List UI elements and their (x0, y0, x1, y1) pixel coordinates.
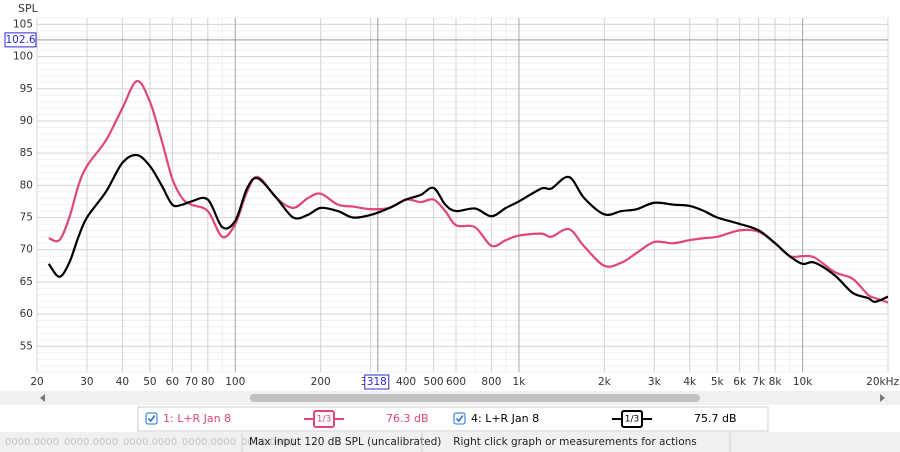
cursor-x-label: 318 (367, 376, 387, 388)
x-tick-label: 60 (166, 376, 179, 388)
status-placeholder: 0000.0000 (5, 437, 59, 448)
y-axis-label: SPL (18, 2, 39, 15)
status-placeholder: 0000.0000 (123, 437, 177, 448)
x-tick-label: 20 (30, 376, 43, 388)
cursor-y-box (4, 32, 37, 48)
status-max-input: Max input 120 dB SPL (uncalibrated) (249, 436, 441, 448)
x-tick-label: 6k (733, 376, 747, 388)
scroll-right[interactable] (880, 394, 885, 402)
checkbox[interactable] (145, 412, 158, 425)
legend-level: 75.7 dB (694, 412, 737, 425)
status-placeholder: 0000.0000 (241, 437, 295, 448)
x-tick-label: 8k (769, 376, 783, 388)
y-tick-label: 70 (20, 244, 33, 256)
status-hint: Right click graph or measurements for ac… (453, 436, 697, 448)
x-tick-label: 1k (513, 376, 527, 388)
x-tick-label: 80 (201, 376, 214, 388)
x-tick-label: 30 (80, 376, 93, 388)
x-tick-label: 100 (225, 376, 245, 388)
x-tick-label: 5k (711, 376, 725, 388)
smoothing-label: 1/3 (317, 415, 331, 425)
status-placeholder: 0000.0000 (182, 437, 236, 448)
y-tick-label: 105 (13, 18, 33, 30)
series-line (47, 153, 889, 303)
legend-level: 76.3 dB (386, 412, 429, 425)
x-tick-label: 800 (481, 376, 501, 388)
x-tick-label: 400 (396, 376, 416, 388)
status-placeholder: 0000.0000 (64, 437, 118, 448)
legend-name: 1: L+R Jan 8 (163, 412, 231, 425)
x-tick-label: 10k (793, 376, 813, 388)
legend-panel (137, 406, 769, 432)
legend-name: 4: L+R Jan 8 (471, 412, 539, 425)
x-tick-label: 3k (648, 376, 662, 388)
x-tick-label: 2k (598, 376, 612, 388)
x-tick-label: 50 (143, 376, 156, 388)
y-tick-label: 90 (20, 115, 33, 127)
scroll-thumb[interactable] (250, 394, 700, 402)
checkmark[interactable] (455, 415, 464, 423)
checkbox[interactable] (453, 412, 466, 425)
status-bar (0, 432, 900, 452)
x-tick-label: 70 (185, 376, 198, 388)
smoothing-box (313, 410, 335, 428)
series-line (48, 79, 889, 304)
y-tick-label: 65 (20, 276, 33, 288)
checkmark[interactable] (147, 415, 156, 423)
cursor-x-box (364, 374, 390, 390)
x-tick-label: 40 (116, 376, 129, 388)
x-tick-label: 200 (311, 376, 331, 388)
scroll-left[interactable] (40, 394, 45, 402)
x-tick-label: 500 (424, 376, 444, 388)
x-tick-label: 7k (752, 376, 766, 388)
y-tick-label: 75 (20, 212, 33, 224)
y-tick-label: 95 (20, 83, 33, 95)
smoothing-box (621, 410, 643, 428)
plot-area (36, 17, 889, 373)
y-tick-label: 80 (20, 179, 33, 191)
smoothing-label: 1/3 (625, 415, 639, 425)
y-tick-label: 85 (20, 147, 33, 159)
cursor-y-label: 102.6 (5, 34, 35, 46)
y-tick-label: 100 (13, 51, 33, 63)
x-tick-label: 600 (446, 376, 466, 388)
x-tick-label: 20kHz (866, 376, 899, 388)
x-tick-label: 4k (683, 376, 697, 388)
y-tick-label: 60 (20, 308, 33, 320)
y-tick-label: 55 (20, 340, 33, 352)
